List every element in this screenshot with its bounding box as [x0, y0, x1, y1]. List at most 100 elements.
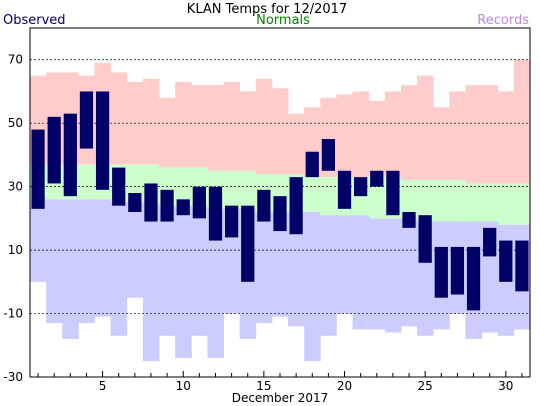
x-axis: 5 10 15 20 25 30	[37, 371, 523, 393]
record-high-band	[352, 91, 370, 178]
observed-bar	[515, 240, 529, 292]
normal-band	[78, 164, 95, 200]
observed-bar	[79, 91, 94, 149]
y-tick-label: 10	[8, 243, 23, 257]
record-low-band	[384, 218, 402, 333]
observed-bar	[434, 246, 448, 298]
x-axis-label: December 2017	[232, 391, 329, 405]
record-high-band	[465, 85, 483, 184]
normal-band	[239, 170, 257, 209]
observed-bar	[47, 116, 61, 184]
x-tick-label: 5	[99, 379, 107, 393]
observed-bar	[450, 246, 465, 295]
record-low-band	[142, 202, 160, 362]
observed-bar	[257, 189, 271, 222]
x-tick-label: 30	[498, 379, 513, 393]
observed-bar	[128, 192, 142, 213]
normal-band	[513, 183, 531, 225]
chart-title: KLAN Temps for 12/2017	[187, 2, 347, 17]
record-high-band	[271, 88, 289, 174]
observed-bar	[160, 189, 174, 222]
record-high-band	[288, 113, 305, 174]
observed-bar	[208, 186, 223, 241]
record-low-band	[368, 218, 386, 330]
y-tick-label: -30	[3, 370, 23, 384]
observed-bar	[483, 227, 497, 257]
y-tick-label: 70	[8, 53, 23, 67]
normal-band	[368, 177, 386, 219]
record-high-band	[417, 75, 434, 181]
record-high-band	[191, 85, 208, 168]
observed-bar	[370, 170, 384, 187]
observed-bar	[225, 205, 239, 238]
record-high-band	[433, 107, 450, 181]
legend-normals: Normals	[256, 13, 310, 28]
y-axis: 70 50 30 10 -10 -30	[3, 53, 23, 384]
record-low-band	[175, 205, 192, 358]
record-low-band	[352, 215, 370, 330]
observed-bar	[112, 167, 126, 206]
record-high-band	[175, 81, 192, 168]
observed-bar	[31, 129, 45, 209]
record-high-band	[400, 85, 418, 181]
record-low-band	[78, 199, 95, 324]
x-tick-label: 10	[176, 379, 191, 393]
normal-band	[449, 180, 466, 222]
observed-bars	[31, 91, 529, 311]
observed-bar	[418, 215, 432, 263]
normal-band	[400, 180, 418, 219]
x-tick-label: 20	[337, 379, 352, 393]
observed-bar	[305, 151, 319, 178]
observed-bar	[289, 177, 303, 235]
record-high-band	[336, 94, 353, 178]
record-low-band	[207, 208, 224, 358]
normal-band	[497, 183, 515, 225]
y-tick-label: -10	[3, 307, 23, 321]
observed-bar	[176, 199, 190, 216]
record-high-band	[513, 59, 531, 184]
observed-bar	[241, 205, 255, 282]
record-low-band	[62, 199, 79, 339]
record-low-band	[288, 212, 305, 327]
observed-bar	[337, 170, 352, 209]
record-low-band	[304, 212, 321, 362]
observed-bar	[386, 170, 400, 216]
normal-band	[320, 177, 337, 216]
observed-bar	[354, 177, 368, 197]
observed-bar	[466, 246, 481, 311]
record-high-band	[368, 100, 386, 178]
record-high-band	[497, 91, 515, 184]
normal-band	[465, 183, 483, 222]
x-tick-label: 25	[418, 379, 433, 393]
record-low-band	[159, 205, 176, 336]
record-high-band	[239, 91, 257, 171]
normal-band	[304, 177, 321, 213]
record-high-band	[223, 81, 241, 171]
legend-records: Records	[477, 13, 529, 28]
record-high-band	[207, 85, 224, 171]
observed-bar	[192, 186, 206, 219]
record-low-band	[400, 218, 418, 327]
record-low-band	[94, 199, 112, 317]
record-high-band	[159, 97, 176, 168]
record-low-band	[46, 199, 63, 324]
y-tick-label: 30	[8, 180, 23, 194]
record-high-band	[481, 85, 499, 184]
record-low-band	[271, 212, 289, 317]
normal-band	[433, 180, 450, 222]
observed-bar	[499, 240, 513, 282]
normal-band	[417, 180, 434, 222]
normal-band	[481, 183, 499, 222]
record-high-band	[142, 78, 160, 165]
x-tick-label: 15	[256, 379, 271, 393]
record-low-band	[255, 212, 273, 324]
normal-band	[223, 170, 241, 209]
observed-bar	[402, 212, 416, 228]
record-high-band	[384, 91, 402, 178]
observed-bar	[144, 183, 158, 222]
observed-bar	[63, 113, 77, 197]
record-low-band	[30, 199, 47, 282]
legend-observed: Observed	[3, 13, 66, 28]
record-high-band	[255, 78, 273, 174]
